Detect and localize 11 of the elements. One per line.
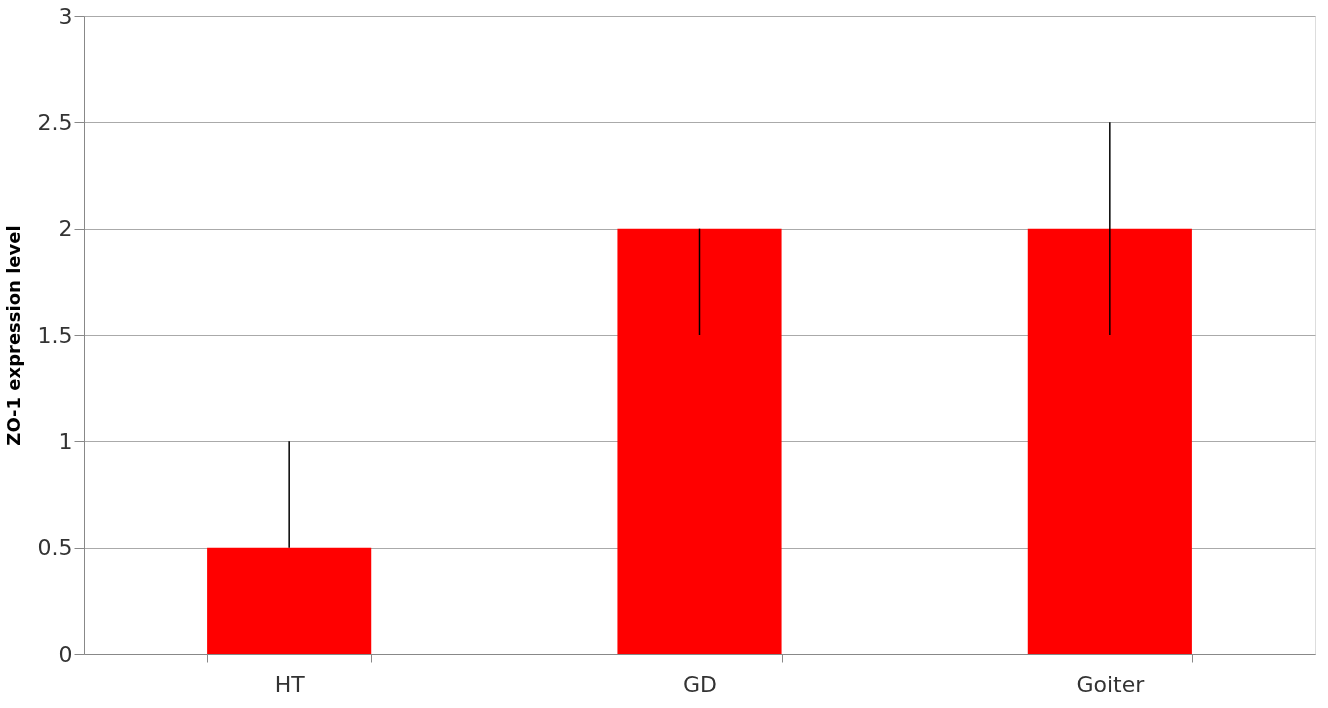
x-tick-label: HT xyxy=(274,671,306,697)
y-tick-label: 1 xyxy=(58,428,73,454)
y-tick-label: 0 xyxy=(58,641,73,667)
y-tick-label: 1.5 xyxy=(37,322,73,348)
x-tick-label: GD xyxy=(683,671,717,697)
y-tick-label: 2 xyxy=(58,216,73,242)
y-tick-label: 0.5 xyxy=(37,535,73,561)
y-axis-title: ZO-1 expression level xyxy=(2,225,24,446)
y-tick-label: 2.5 xyxy=(37,109,73,135)
x-tick-label: Goiter xyxy=(1076,671,1146,697)
y-tick-label: 3 xyxy=(58,3,73,29)
